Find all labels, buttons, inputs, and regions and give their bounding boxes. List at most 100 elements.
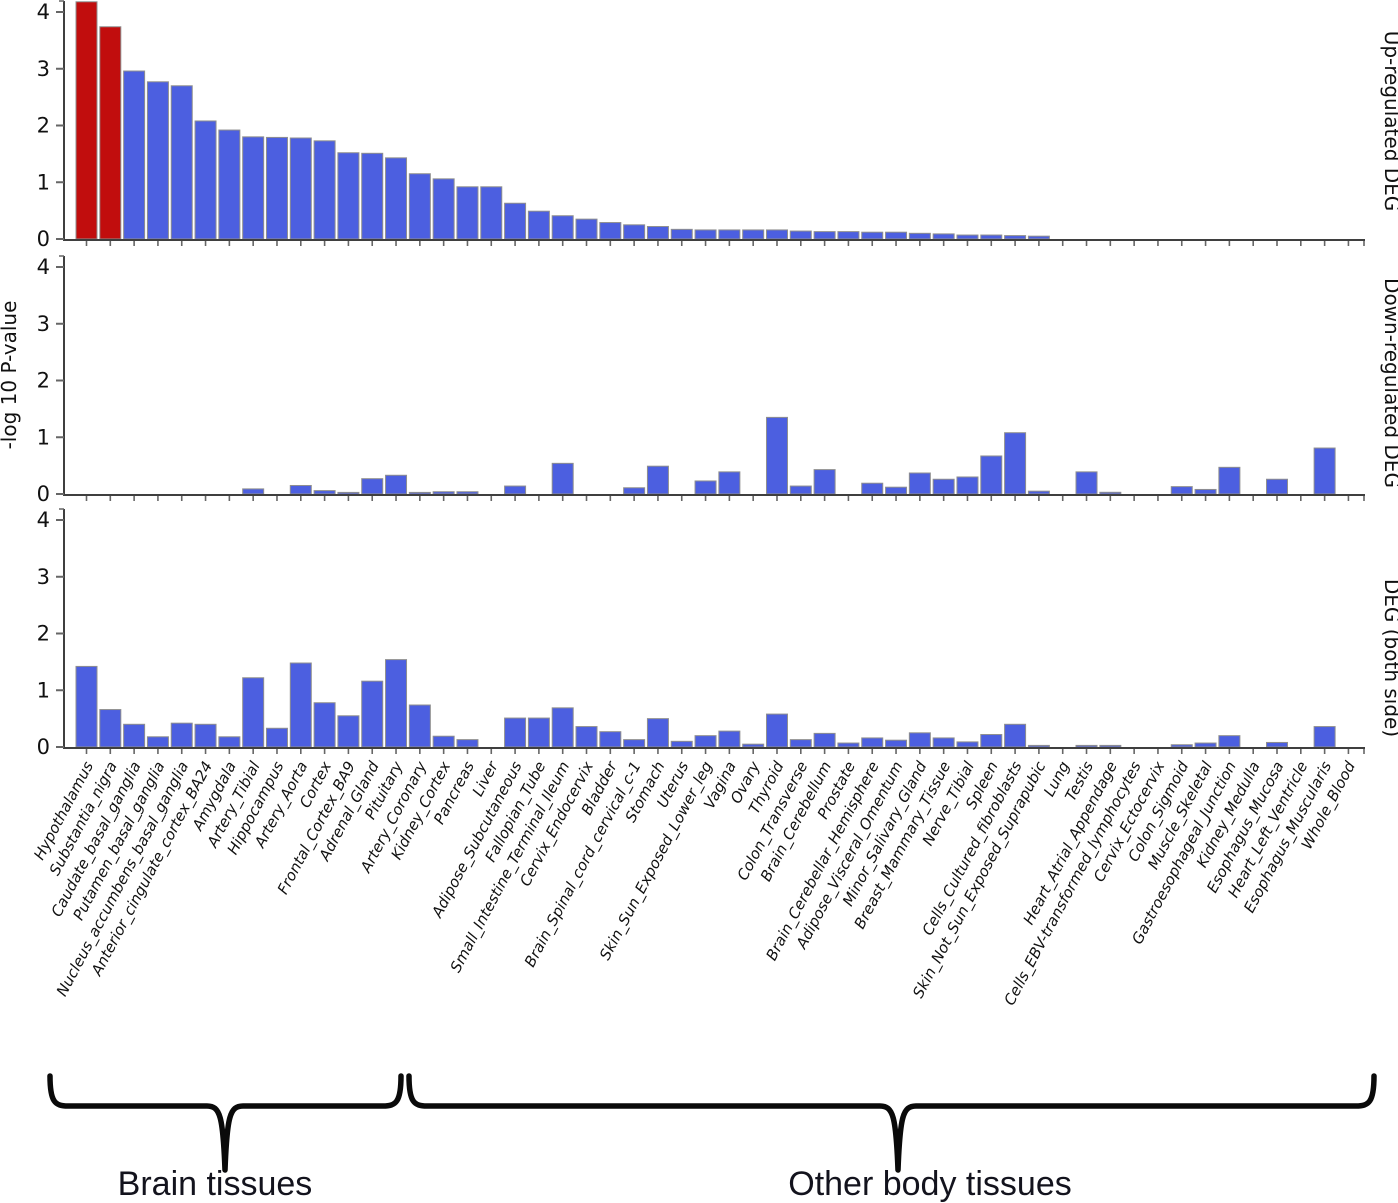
bar-up-regulated-deg-Small_Intestine_Terminal_Ileum xyxy=(551,215,574,240)
bar-down-regulated-deg-Adipose_Visceral_Omentum xyxy=(885,486,908,495)
bar-down-regulated-deg-Artery_Tibial xyxy=(242,488,265,495)
bar-down-regulated-deg-Colon_Sigmoid xyxy=(1170,486,1193,495)
bar-deg-both-side--Vagina xyxy=(718,730,741,748)
y-tick-label: 2 xyxy=(37,622,50,646)
group-label-brain-tissues: Brain tissues xyxy=(118,1165,313,1203)
bar-up-regulated-deg-Adrenal_Gland xyxy=(361,152,384,240)
bar-down-regulated-deg-Brain_Cerebellum xyxy=(813,469,836,495)
bar-deg-both-side--Prostate xyxy=(837,742,860,748)
bar-down-regulated-deg-Cortex xyxy=(313,490,336,495)
bar-deg-both-side--Cells_Cultured_fibroblasts xyxy=(1004,723,1027,748)
bar-up-regulated-deg-Hypothalamus xyxy=(75,1,98,240)
bar-down-regulated-deg-Skin_Not_Sun_Exposed_Suprapubic xyxy=(1027,490,1050,495)
group-label-other-body-tissues: Other body tissues xyxy=(788,1165,1071,1203)
bar-up-regulated-deg-Pituitary xyxy=(385,157,408,240)
bar-up-regulated-deg-Bladder xyxy=(599,222,622,240)
bar-down-regulated-deg-Thyroid xyxy=(765,416,788,495)
bar-up-regulated-deg-Cervix_Endocervix xyxy=(575,218,598,240)
bar-deg-both-side--Pancreas xyxy=(456,739,479,748)
bar-deg-both-side--Brain_Cerebellum xyxy=(813,732,836,748)
bar-up-regulated-deg-Adipose_Visceral_Omentum xyxy=(885,231,908,240)
bar-down-regulated-deg-Nerve_Tibial xyxy=(956,476,979,495)
panel-label-both-side: DEG (both side) xyxy=(1380,579,1398,737)
bar-deg-both-side--Testis xyxy=(1075,744,1098,748)
bar-up-regulated-deg-Caudate_basal_ganglia xyxy=(123,70,146,240)
bar-deg-both-side--Caudate_basal_ganglia xyxy=(123,723,146,748)
y-tick-label: 1 xyxy=(37,425,50,449)
bar-deg-both-side--Nucleus_accumbens_basal_ganglia xyxy=(170,722,193,748)
bar-deg-both-side--Fallopian_Tube xyxy=(527,717,550,748)
bar-up-regulated-deg-Breast_Mammary_Tissue xyxy=(932,233,955,240)
bar-deg-both-side--Colon_Sigmoid xyxy=(1170,744,1193,748)
bar-up-regulated-deg-Frontal_Cortex_BA9 xyxy=(337,152,360,240)
panel-label-down-regulated: Down-regulated DEG xyxy=(1380,278,1398,488)
brace-brain-tissues xyxy=(47,1073,404,1173)
bar-up-regulated-deg-Anterior_cingulate_cortex_BA24 xyxy=(194,120,217,240)
bar-down-regulated-deg-Stomach xyxy=(646,465,669,495)
bar-up-regulated-deg-Prostate xyxy=(837,231,860,240)
bar-up-regulated-deg-Vagina xyxy=(718,229,741,240)
bar-up-regulated-deg-Cells_Cultured_fibroblasts xyxy=(1004,235,1027,240)
bar-down-regulated-deg-Minor_Salivary_Gland xyxy=(908,472,931,495)
bar-up-regulated-deg-Stomach xyxy=(646,226,669,240)
bar-down-regulated-deg-Pancreas xyxy=(456,491,479,495)
bar-down-regulated-deg-Pituitary xyxy=(385,474,408,495)
bar-deg-both-side--Cortex xyxy=(313,702,336,748)
y-tick-label: 3 xyxy=(37,312,50,336)
bar-up-regulated-deg-Nucleus_accumbens_basal_ganglia xyxy=(170,85,193,240)
bar-up-regulated-deg-Hippocampus xyxy=(265,136,288,240)
bar-deg-both-side--Adrenal_Gland xyxy=(361,680,384,748)
bar-up-regulated-deg-Putamen_basal_ganglia xyxy=(146,81,169,240)
bar-deg-both-side--Breast_Mammary_Tissue xyxy=(932,737,955,748)
bar-down-regulated-deg-Colon_Transverse xyxy=(789,485,812,495)
y-tick-label: 4 xyxy=(37,255,50,279)
y-tick-label: 1 xyxy=(37,678,50,702)
y-tick-label: 0 xyxy=(37,735,50,759)
bar-down-regulated-deg-Esophagus_Mucosa xyxy=(1266,478,1288,495)
bar-deg-both-side--Minor_Salivary_Gland xyxy=(908,732,931,748)
bar-up-regulated-deg-Artery_Aorta xyxy=(289,137,312,240)
bar-deg-both-side--Hippocampus xyxy=(265,727,288,748)
bar-up-regulated-deg-Uterus xyxy=(670,228,693,240)
bar-deg-both-side--Artery_Tibial xyxy=(242,677,265,748)
bar-up-regulated-deg-Brain_Cerebellar_Hemisphere xyxy=(861,231,884,240)
y-tick-label: 2 xyxy=(37,114,50,138)
bar-down-regulated-deg-Cells_Cultured_fibroblasts xyxy=(1004,432,1027,495)
bar-down-regulated-deg-Skin_Sun_Exposed_Lower_leg xyxy=(694,480,717,495)
bar-up-regulated-deg-Artery_Coronary xyxy=(408,173,431,240)
bar-deg-both-side--Small_Intestine_Terminal_Ileum xyxy=(551,707,574,748)
bar-deg-both-side--Skin_Not_Sun_Exposed_Suprapubic xyxy=(1027,744,1050,748)
y-tick-label: 4 xyxy=(37,0,50,24)
bar-up-regulated-deg-Ovary xyxy=(742,229,765,240)
bar-down-regulated-deg-Esophagus_Muscularis xyxy=(1313,447,1336,495)
bar-deg-both-side--Spleen xyxy=(980,734,1003,748)
bar-down-regulated-deg-Vagina xyxy=(718,471,741,495)
bar-deg-both-side--Adipose_Visceral_Omentum xyxy=(885,739,908,748)
bar-down-regulated-deg-Gastroesophageal_Junction xyxy=(1218,466,1241,495)
bar-down-regulated-deg-Brain_Cerebellar_Hemisphere xyxy=(861,482,884,495)
bar-up-regulated-deg-Amygdala xyxy=(218,129,241,240)
bar-deg-both-side--Amygdala xyxy=(218,736,241,748)
bar-down-regulated-deg-Adrenal_Gland xyxy=(361,478,384,495)
bar-down-regulated-deg-Frontal_Cortex_BA9 xyxy=(337,491,360,495)
bar-up-regulated-deg-Cortex xyxy=(313,140,336,240)
bar-up-regulated-deg-Spleen xyxy=(980,234,1003,240)
bar-deg-both-side--Artery_Coronary xyxy=(408,704,431,748)
bar-deg-both-side--Adipose_Subcutaneous xyxy=(504,717,527,748)
bar-deg-both-side--Cervix_Endocervix xyxy=(575,726,598,748)
bar-up-regulated-deg-Skin_Not_Sun_Exposed_Suprapubic xyxy=(1027,235,1050,240)
bar-down-regulated-deg-Spleen xyxy=(980,455,1003,495)
bar-up-regulated-deg-Brain_Spinal_cord_cervical_c-1 xyxy=(623,224,646,240)
y-tick-label: 1 xyxy=(37,170,50,194)
bar-up-regulated-deg-Skin_Sun_Exposed_Lower_leg xyxy=(694,229,717,240)
bar-deg-both-side--Thyroid xyxy=(765,713,788,748)
panel-label-up-regulated: Up-regulated DEG xyxy=(1380,31,1398,212)
bar-down-regulated-deg-Breast_Mammary_Tissue xyxy=(932,478,955,495)
bar-deg-both-side--Anterior_cingulate_cortex_BA24 xyxy=(194,723,217,748)
bar-deg-both-side--Putamen_basal_ganglia xyxy=(146,736,169,748)
bar-up-regulated-deg-Colon_Transverse xyxy=(789,230,812,240)
bar-deg-both-side--Artery_Aorta xyxy=(289,662,312,748)
bar-deg-both-side--Colon_Transverse xyxy=(789,739,812,748)
bar-up-regulated-deg-Pancreas xyxy=(456,186,479,240)
